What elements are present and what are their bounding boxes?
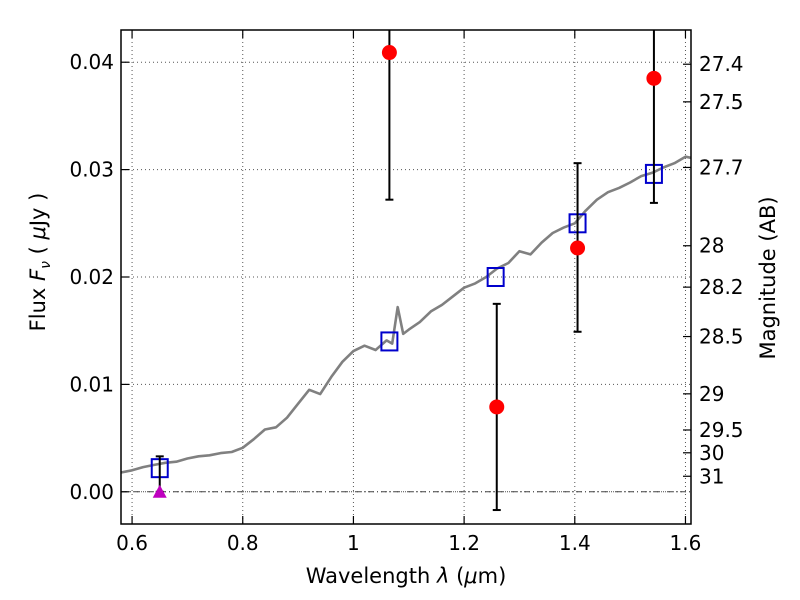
y2-axis-label: Magnitude (AB) xyxy=(756,196,780,359)
x-label-open: ( xyxy=(449,564,464,588)
x-tick-label-0: 0.6 xyxy=(116,531,148,555)
triangle-marker xyxy=(152,484,167,498)
y2-tick-label-4: 28.2 xyxy=(699,275,744,299)
grid xyxy=(121,30,691,524)
y-axis-label: Flux Fν ( μJy ) xyxy=(26,193,54,332)
y2-tick-label-6: 29 xyxy=(699,382,724,406)
measured-flux-point xyxy=(646,70,662,86)
y2-tick-label-9: 31 xyxy=(699,464,724,488)
measured-flux-point xyxy=(489,399,505,415)
y2-tick-label-7: 29.5 xyxy=(699,418,744,442)
y-tick-label-3: 0.03 xyxy=(69,158,114,182)
x-tick-label-5: 1.6 xyxy=(670,531,702,555)
y-tick-label-2: 0.02 xyxy=(69,265,114,289)
band-flux-square xyxy=(380,331,399,352)
x-label-mu: μ xyxy=(463,564,477,588)
y-label-F: F xyxy=(26,268,50,281)
y-label-unit: Jy ) xyxy=(26,193,50,229)
y-label-mu: μ xyxy=(26,226,50,240)
y-label-text: Flux xyxy=(26,281,50,331)
y2-tick-label-0: 27.4 xyxy=(699,52,744,76)
x-label-lambda: λ xyxy=(436,564,449,588)
axis-ticks: 0.6 0.8 1 1.2 1.4 1.6 0.00 0.01 0.02 0.03 0.04 27.4… xyxy=(69,30,744,555)
band-flux-square xyxy=(486,267,505,287)
y-label-open: ( xyxy=(26,240,50,262)
x-tick-label-2: 1 xyxy=(347,531,360,555)
chart-marks xyxy=(150,30,663,512)
y2-tick-label-2: 27.7 xyxy=(699,155,744,179)
x-axis-label: Wavelength λ (μm) xyxy=(306,564,507,588)
y-tick-label-0: 0.00 xyxy=(69,480,114,504)
y2-tick-label-3: 28 xyxy=(699,234,724,258)
measured-flux-point xyxy=(570,240,586,256)
y-tick-label-1: 0.01 xyxy=(69,372,114,396)
model-spectrum-line xyxy=(120,155,692,474)
x-label-text: Wavelength xyxy=(306,564,437,588)
y-label-nu: ν xyxy=(38,261,54,269)
y2-tick-label-8: 30 xyxy=(699,441,724,465)
x-tick-label-4: 1.4 xyxy=(559,531,591,555)
y-tick-label-4: 0.04 xyxy=(69,50,114,74)
measured-flux-point xyxy=(381,45,397,61)
y2-tick-label-5: 28.5 xyxy=(699,325,744,349)
y2-tick-label-1: 27.5 xyxy=(699,90,744,114)
x-label-unit: m) xyxy=(478,564,507,588)
x-tick-label-3: 1.2 xyxy=(448,531,480,555)
x-tick-label-1: 0.8 xyxy=(227,531,259,555)
